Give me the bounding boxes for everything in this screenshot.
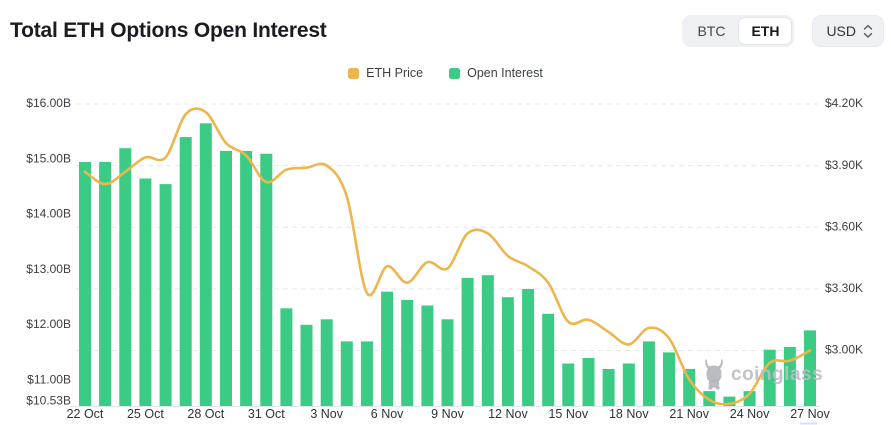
open-interest-bar-30-oct[interactable] [240,150,253,406]
eth-toggle-button[interactable]: ETH [738,17,793,45]
open-interest-bar-31-oct[interactable] [260,153,273,406]
x-axis-label: 6 Nov [371,407,404,421]
x-axis-label: 25 Oct [127,407,164,421]
open-interest-bar-26-nov[interactable] [783,346,796,406]
header-controls: BTC ETH USD [682,15,884,47]
open-interest-bar-23-oct[interactable] [99,162,112,406]
open-interest-bar-25-nov[interactable] [763,349,776,406]
open-interest-bar-6-nov[interactable] [381,291,394,406]
currency-label: USD [826,23,856,39]
x-axis-label: 27 Nov [790,407,830,421]
x-axis-label: 9 Nov [431,407,464,421]
open-interest-bar-20-nov[interactable] [663,352,675,406]
select-chevrons-icon [863,24,873,38]
open-interest-swatch [449,67,461,79]
x-axis-label: 12 Nov [488,407,528,421]
btc-toggle-button[interactable]: BTC [684,17,738,45]
x-axis-label: 15 Nov [548,407,588,421]
x-axis-label: 24 Nov [730,407,770,421]
open-interest-bar-17-nov[interactable] [602,369,615,406]
left-axis-label: $13.00B [26,262,71,276]
open-interest-legend-label: Open Interest [467,66,543,80]
page-title: Total ETH Options Open Interest [10,19,327,42]
open-interest-bar-16-nov[interactable] [582,358,595,406]
open-interest-bar-14-nov[interactable] [542,313,555,406]
left-axis-label: $15.00B [26,151,71,165]
legend-item-open-interest[interactable]: Open Interest [449,66,543,80]
open-interest-bar-19-nov[interactable] [642,341,655,406]
open-interest-bar-8-nov[interactable] [421,305,434,407]
legend-item-eth-price[interactable]: ETH Price [348,66,423,80]
legend: ETH Price Open Interest [0,66,891,80]
eth-price-legend-label: ETH Price [366,66,424,80]
right-axis-label: $3.30K [825,281,863,295]
right-axis-label: $4.20K [825,96,863,110]
open-interest-bar-11-nov[interactable] [481,275,494,406]
right-axis-label: $3.90K [825,158,863,172]
open-interest-bar-4-nov[interactable] [340,341,353,406]
open-interest-bar-12-nov[interactable] [501,297,514,406]
x-axis-label: 22 Oct [67,407,104,421]
open-interest-bar-18-nov[interactable] [622,363,635,407]
eth-price-line[interactable] [83,107,812,406]
open-interest-bar-10-nov[interactable] [461,277,474,406]
last-date-highlight [800,422,817,425]
open-interest-bar-3-nov[interactable] [320,319,333,406]
open-interest-bar-15-nov[interactable] [562,363,575,407]
eth-price-swatch [348,67,360,79]
x-axis-label: 21 Nov [669,407,709,421]
x-axis-label: 31 Oct [248,407,285,421]
x-axis-label: 18 Nov [609,407,649,421]
right-axis-label: $3.60K [825,219,863,233]
right-axis-label: $3.00K [825,343,863,357]
open-interest-bar-7-nov[interactable] [401,300,414,406]
open-interest-bar-1-nov[interactable] [280,308,293,406]
open-interest-bar-21-nov[interactable] [683,369,696,406]
left-axis-label: $16.00B [26,96,71,110]
currency-select[interactable]: USD [812,15,884,47]
open-interest-bar-2-nov[interactable] [300,324,313,406]
left-axis-label: $12.00B [26,317,71,331]
open-interest-bar-22-oct[interactable] [79,162,91,406]
coin-toggle: BTC ETH [682,15,795,47]
x-axis-label: 28 Oct [187,407,224,421]
open-interest-bar-29-oct[interactable] [220,150,232,406]
open-interest-bar-24-oct[interactable] [119,148,132,406]
open-interest-bar-5-nov[interactable] [360,341,373,406]
open-interest-bar-28-oct[interactable] [199,123,212,407]
open-interest-bar-27-nov[interactable] [804,330,816,406]
open-interest-bar-27-oct[interactable] [179,137,192,406]
left-axis-label: $14.00B [26,207,71,221]
open-interest-bar-9-nov[interactable] [441,319,454,406]
left-axis-label: $11.00B [27,372,71,386]
open-interest-bar-13-nov[interactable] [522,289,535,406]
open-interest-bar-23-nov[interactable] [723,396,736,406]
x-axis-label: 3 Nov [310,407,343,421]
left-axis-label: $10.53B [26,394,71,408]
open-interest-bar-26-oct[interactable] [159,184,172,406]
open-interest-bar-25-oct[interactable] [139,178,152,407]
